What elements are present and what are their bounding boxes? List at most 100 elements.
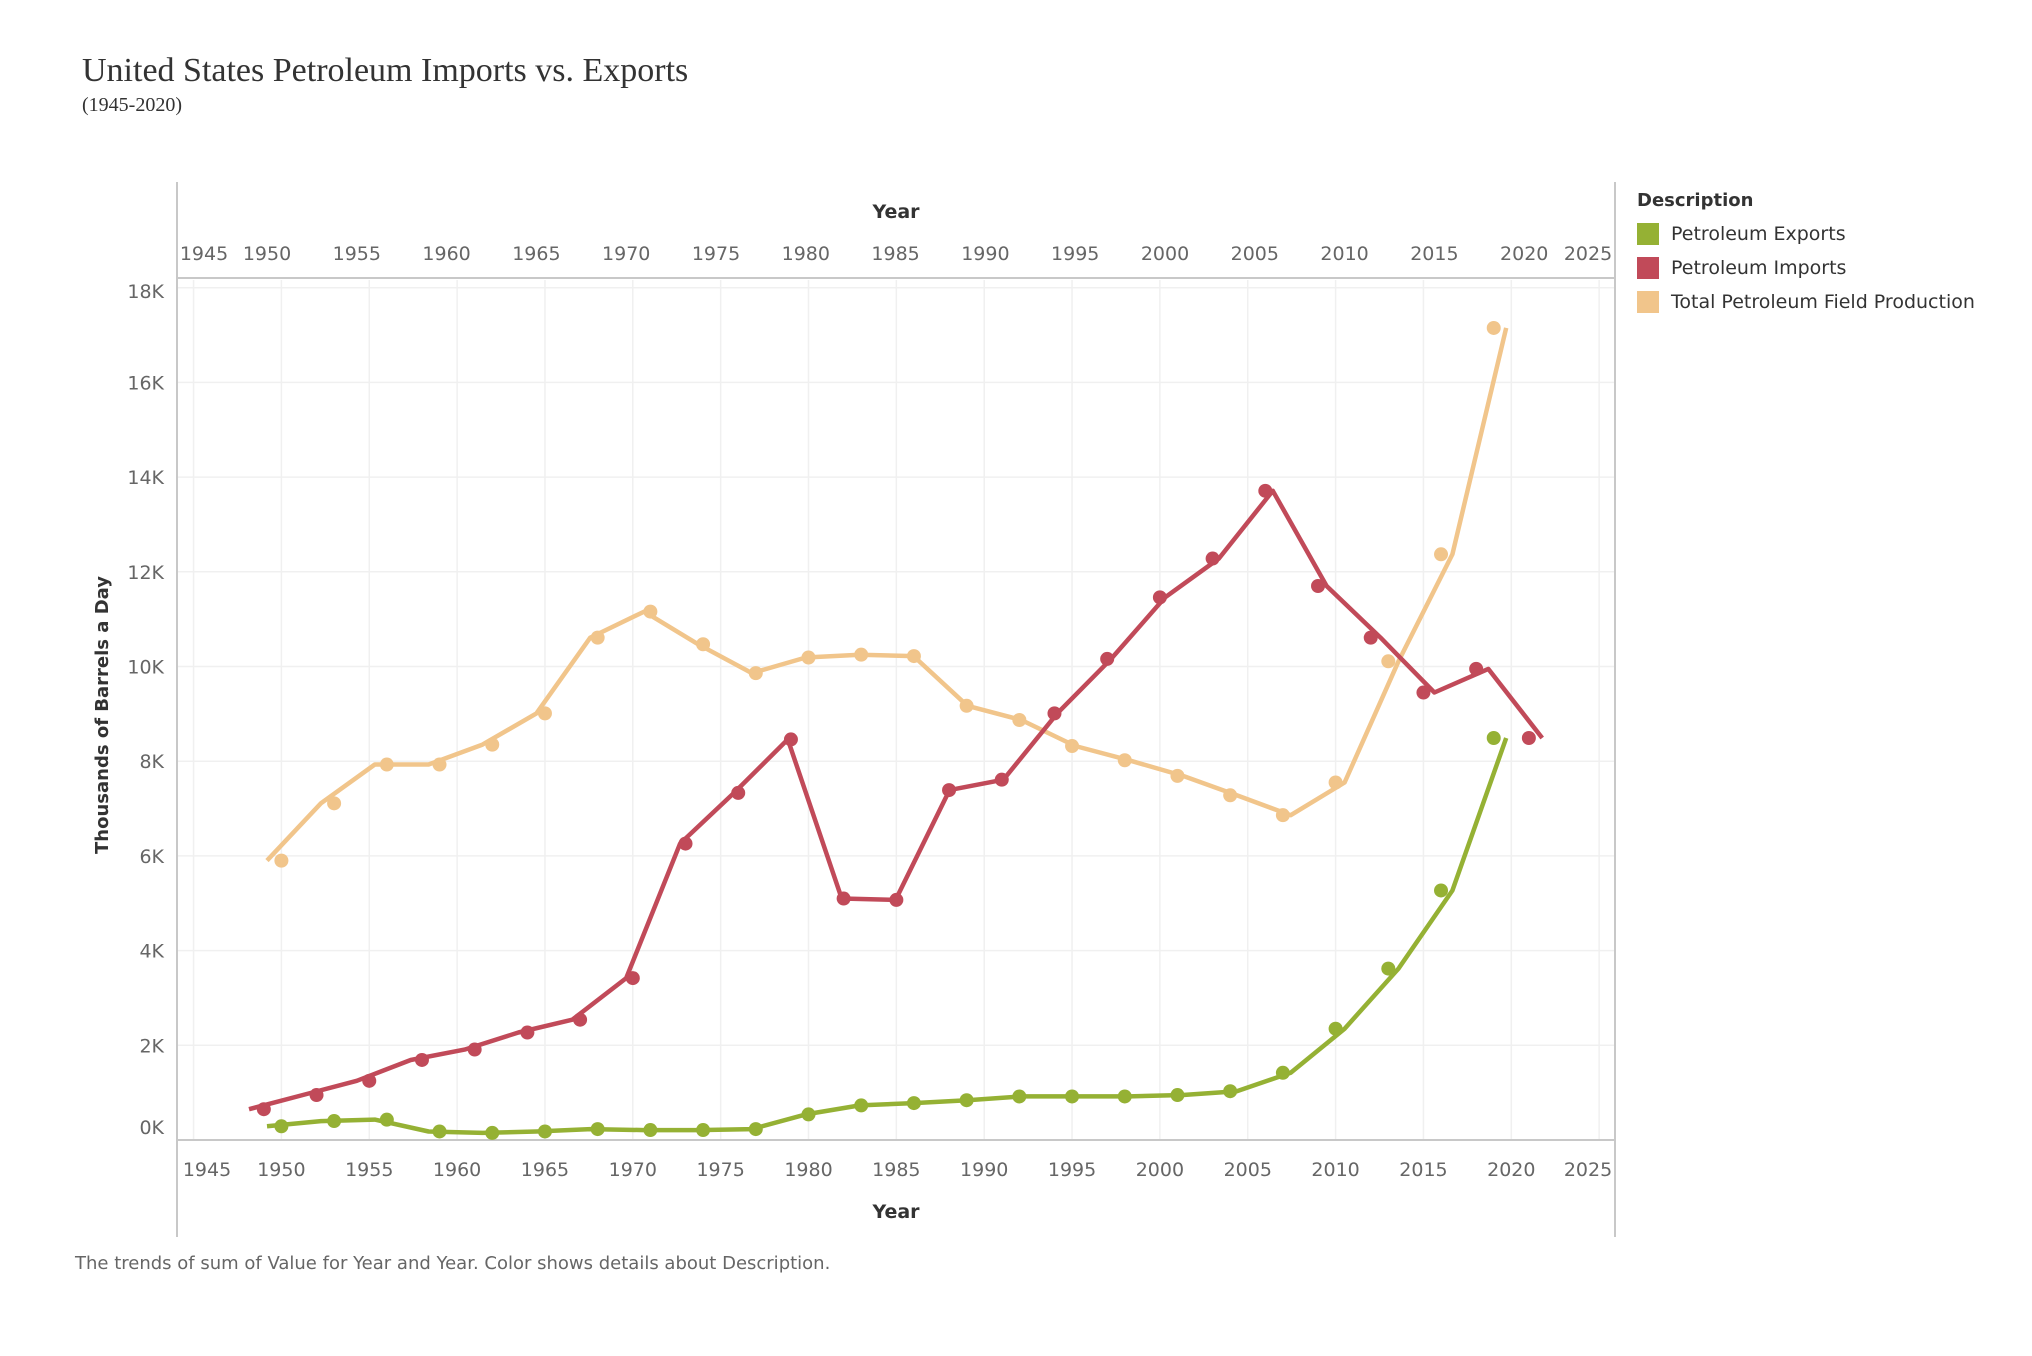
data-point-petroleum-imports xyxy=(1152,590,1167,605)
chart-caption: The trends of sum of Value for Year and … xyxy=(75,1253,831,1274)
data-point-petroleum-exports xyxy=(906,1096,921,1111)
data-point-petroleum-imports xyxy=(1363,630,1378,645)
data-point-petroleum-exports xyxy=(1328,1021,1343,1036)
bottom-x-tick-label: 1950 xyxy=(257,1159,305,1181)
data-point-total-petroleum-field-production xyxy=(1065,739,1080,754)
data-point-petroleum-exports xyxy=(1486,730,1501,745)
legend-item-production[interactable]: Total Petroleum Field Production xyxy=(1637,285,1975,319)
series-line-petroleum-exports xyxy=(266,737,1509,1136)
data-point-total-petroleum-field-production xyxy=(274,853,289,868)
data-point-petroleum-exports xyxy=(643,1123,658,1138)
legend[interactable]: Description Petroleum Exports Petroleum … xyxy=(1637,190,1975,319)
legend-item-exports[interactable]: Petroleum Exports xyxy=(1637,217,1975,251)
data-point-petroleum-imports xyxy=(783,732,798,747)
top-x-tick-label: 1965 xyxy=(512,243,560,265)
data-point-petroleum-exports xyxy=(959,1093,974,1108)
data-point-total-petroleum-field-production xyxy=(1117,753,1132,768)
bottom-x-tick-label: 1965 xyxy=(521,1159,569,1181)
data-point-petroleum-exports xyxy=(1170,1088,1185,1103)
data-point-total-petroleum-field-production xyxy=(801,650,816,665)
bottom-x-tick-label: 2010 xyxy=(1311,1159,1359,1181)
chart-title: United States Petroleum Imports vs. Expo… xyxy=(82,52,689,89)
legend-label: Petroleum Imports xyxy=(1671,257,1847,279)
top-x-tick-label: 1950 xyxy=(243,243,291,265)
legend-item-imports[interactable]: Petroleum Imports xyxy=(1637,251,1975,285)
data-point-petroleum-imports xyxy=(1521,730,1536,745)
data-point-petroleum-exports xyxy=(1381,961,1396,976)
y-tick-label: 14K xyxy=(127,467,164,489)
bottom-x-tick-label: 2025 xyxy=(1564,1159,1612,1181)
top-x-tick-label: 2005 xyxy=(1231,243,1279,265)
legend-title: Description xyxy=(1637,190,1754,211)
top-x-tick-label: 1975 xyxy=(692,243,740,265)
top-x-tick-label: 2000 xyxy=(1141,243,1189,265)
data-point-total-petroleum-field-production xyxy=(1381,654,1396,669)
bottom-x-tick-label: 1960 xyxy=(433,1159,481,1181)
data-point-petroleum-exports xyxy=(590,1122,605,1137)
bottom-x-tick-label: 1945 xyxy=(183,1159,231,1181)
series-line-total-petroleum-field-production xyxy=(265,327,1509,863)
legend-swatch xyxy=(1637,291,1659,313)
top-x-tick-label: 1970 xyxy=(602,243,650,265)
y-tick-label: 0K xyxy=(139,1117,164,1139)
data-point-total-petroleum-field-production xyxy=(959,698,974,713)
data-point-petroleum-imports xyxy=(1100,651,1115,666)
top-x-tick-label: 1955 xyxy=(333,243,381,265)
data-point-petroleum-exports xyxy=(1434,883,1449,898)
data-point-total-petroleum-field-production xyxy=(1434,547,1449,562)
top-x-tick-label: 2025 xyxy=(1564,243,1612,265)
data-point-total-petroleum-field-production xyxy=(1486,320,1501,335)
data-point-petroleum-imports xyxy=(520,1025,535,1040)
y-tick-label: 18K xyxy=(127,281,164,303)
data-point-total-petroleum-field-production xyxy=(696,637,711,652)
data-point-petroleum-exports xyxy=(379,1112,394,1127)
bottom-x-tick-label: 2005 xyxy=(1224,1159,1272,1181)
bottom-x-tick-label: 2020 xyxy=(1487,1159,1535,1181)
data-point-petroleum-exports xyxy=(327,1114,342,1129)
data-point-petroleum-exports xyxy=(696,1123,711,1138)
bottom-x-tick-label: 1955 xyxy=(345,1159,393,1181)
data-point-petroleum-imports xyxy=(889,892,904,907)
bottom-x-axis-title: Year xyxy=(871,1201,920,1223)
legend-label: Total Petroleum Field Production xyxy=(1671,291,1975,313)
data-point-petroleum-exports xyxy=(801,1107,816,1122)
y-tick-label: 10K xyxy=(127,657,164,679)
top-x-tick-label: 1985 xyxy=(871,243,919,265)
y-tick-label: 2K xyxy=(139,1035,164,1057)
bottom-x-tick-label: 1980 xyxy=(784,1159,832,1181)
data-point-total-petroleum-field-production xyxy=(854,647,869,662)
bottom-x-tick-label: 1990 xyxy=(960,1159,1008,1181)
top-x-axis-title: Year xyxy=(871,201,920,223)
data-point-total-petroleum-field-production xyxy=(1328,775,1343,790)
legend-swatch xyxy=(1637,223,1659,245)
data-point-total-petroleum-field-production xyxy=(906,649,921,664)
top-x-tick-label: 1960 xyxy=(422,243,470,265)
bottom-x-tick-label: 1985 xyxy=(872,1159,920,1181)
top-x-tick-label: 2010 xyxy=(1320,243,1368,265)
data-point-petroleum-imports xyxy=(362,1073,377,1088)
data-point-total-petroleum-field-production xyxy=(748,666,763,681)
data-point-total-petroleum-field-production xyxy=(643,604,658,619)
y-tick-label: 16K xyxy=(127,372,164,394)
data-point-petroleum-imports xyxy=(414,1052,429,1067)
data-point-petroleum-imports xyxy=(1047,706,1062,721)
top-x-tick-label: 1980 xyxy=(782,243,830,265)
data-point-petroleum-imports xyxy=(1311,579,1326,594)
data-point-petroleum-imports xyxy=(678,836,693,851)
data-point-total-petroleum-field-production xyxy=(485,737,500,752)
bottom-x-tick-label: 2015 xyxy=(1399,1159,1447,1181)
data-point-petroleum-imports xyxy=(731,785,746,800)
y-tick-label: 12K xyxy=(127,562,164,584)
data-point-petroleum-exports xyxy=(537,1124,552,1139)
top-x-tick-label: 1945 xyxy=(180,243,228,265)
data-point-petroleum-imports xyxy=(1205,551,1220,566)
data-point-total-petroleum-field-production xyxy=(1170,768,1185,783)
y-tick-label: 4K xyxy=(139,941,164,963)
data-point-total-petroleum-field-production xyxy=(590,630,605,645)
bottom-x-tick-label: 2000 xyxy=(1136,1159,1184,1181)
y-axis-title: Thousands of Barrels a Day xyxy=(92,576,113,854)
bottom-x-tick-label: 1975 xyxy=(696,1159,744,1181)
data-point-petroleum-imports xyxy=(1469,661,1484,676)
data-point-petroleum-exports xyxy=(748,1122,763,1137)
